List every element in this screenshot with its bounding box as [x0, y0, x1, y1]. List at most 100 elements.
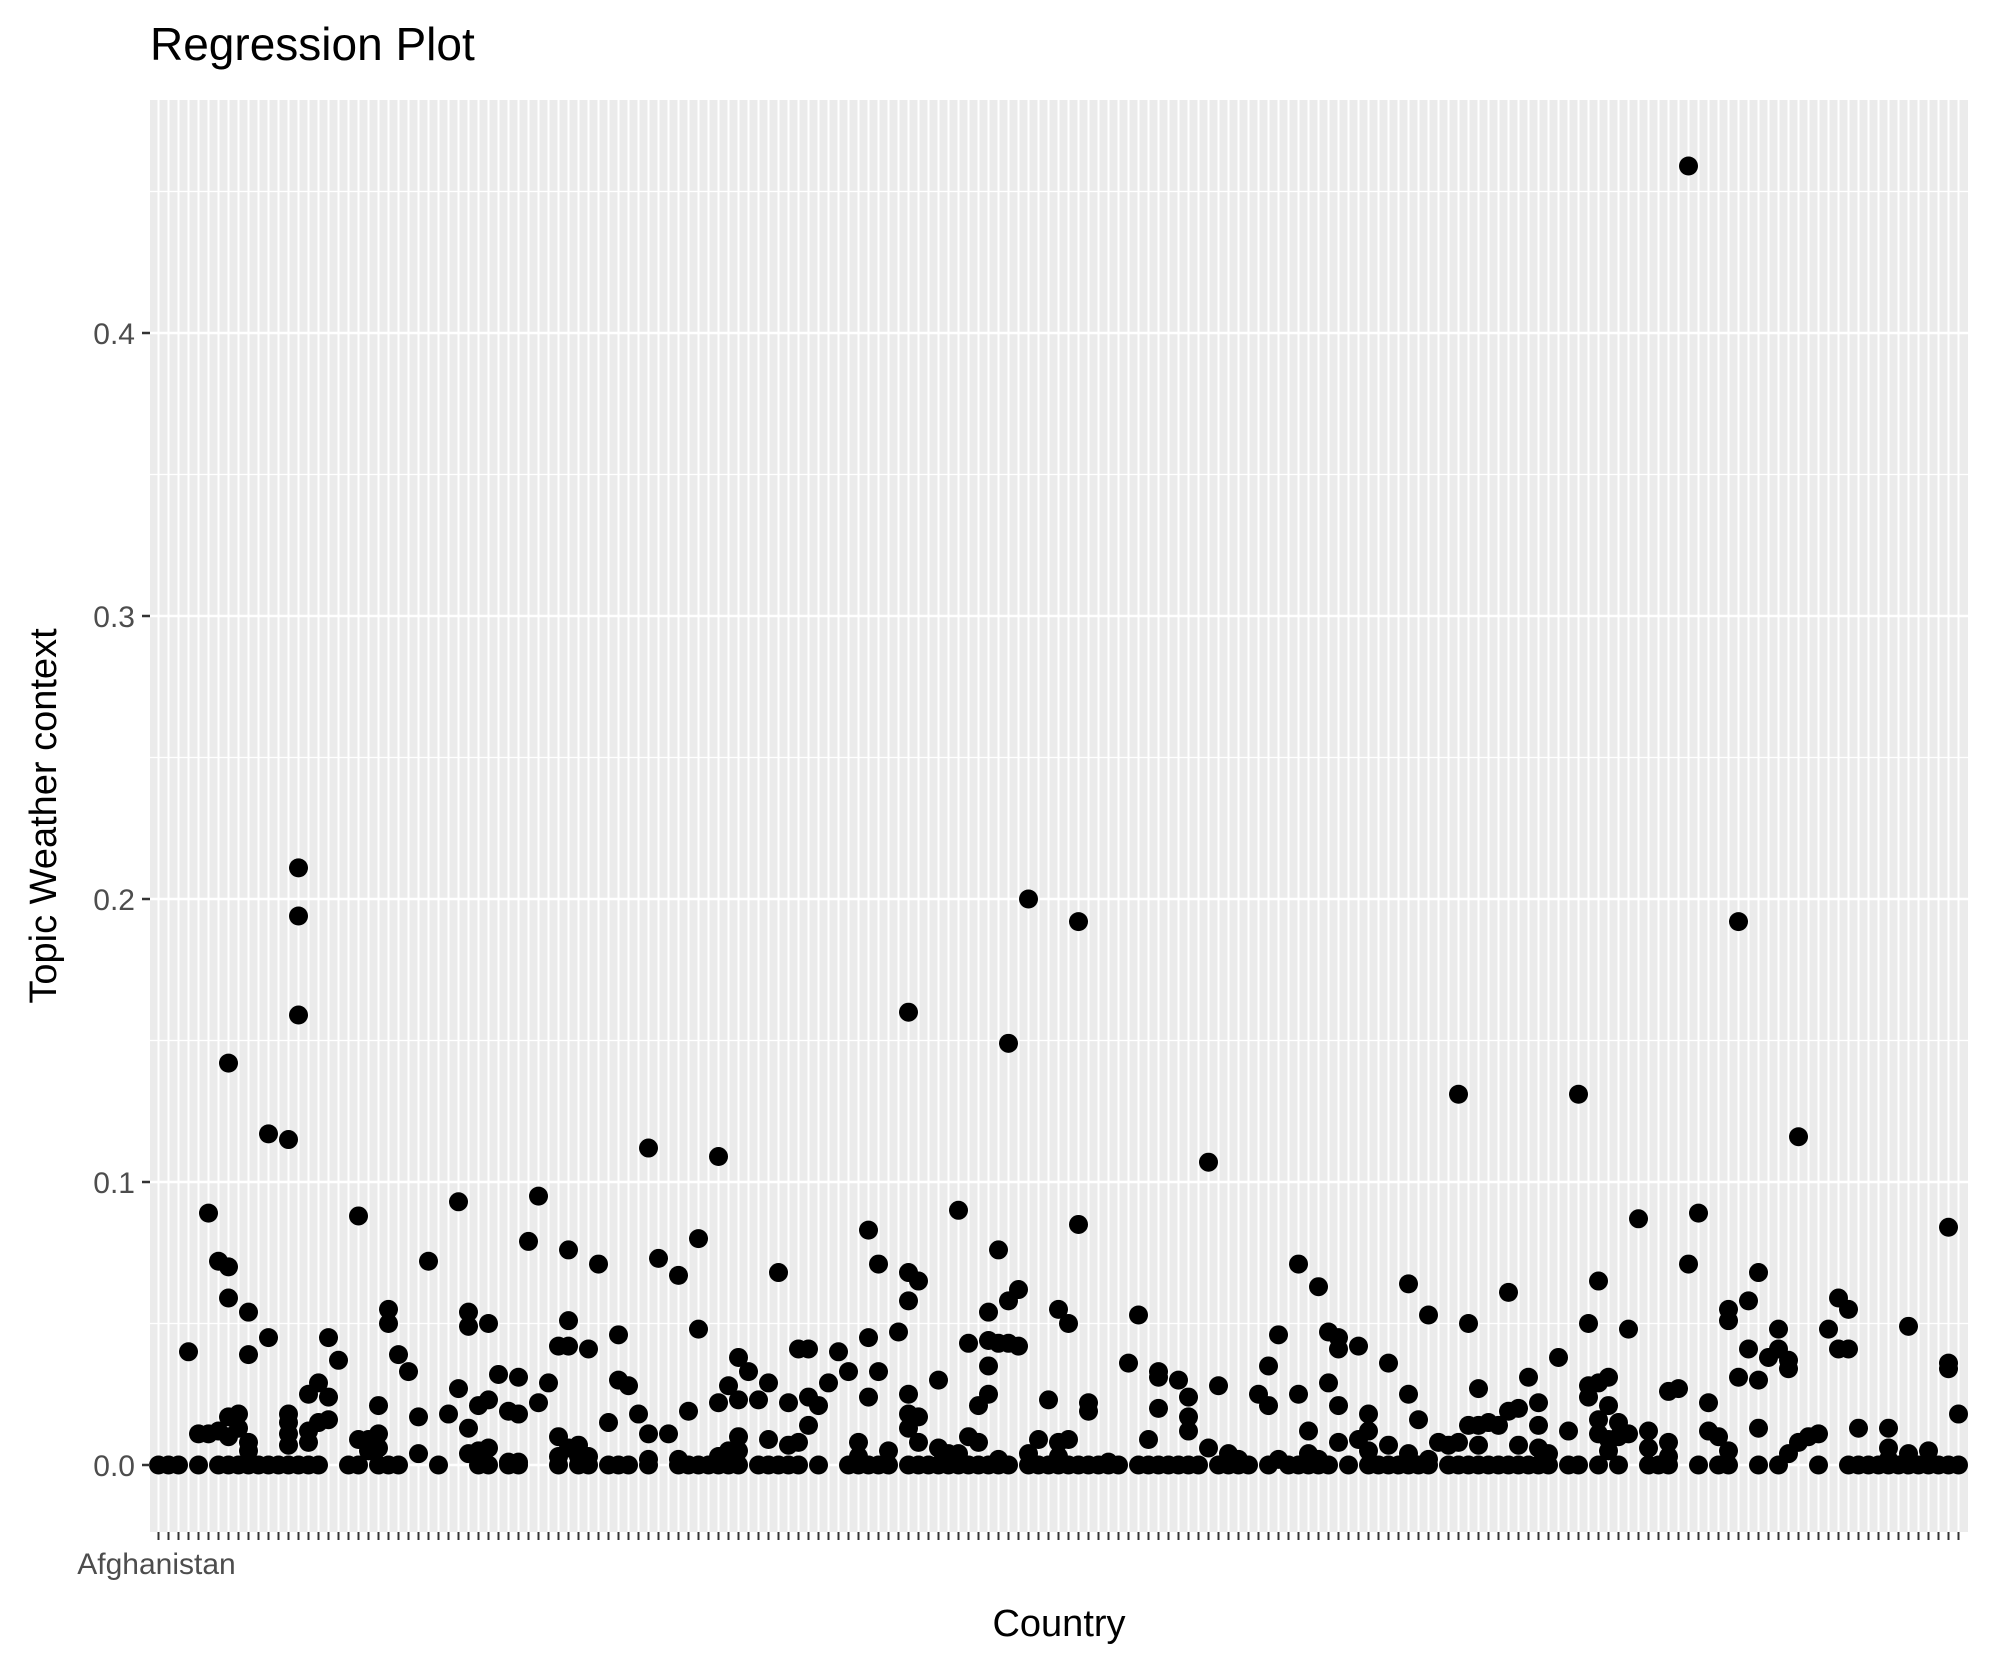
data-point: [439, 1404, 458, 1424]
data-point: [979, 1384, 998, 1404]
data-point: [1059, 1314, 1078, 1333]
data-point: [579, 1339, 598, 1359]
data-point: [1299, 1421, 1318, 1441]
data-point: [489, 1364, 508, 1384]
data-point: [909, 1271, 928, 1291]
data-point: [349, 1455, 368, 1475]
data-point: [1309, 1277, 1328, 1297]
data-point: [1729, 1367, 1748, 1387]
data-point: [1269, 1325, 1288, 1345]
data-point: [549, 1455, 568, 1475]
data-point: [1549, 1347, 1568, 1367]
data-point: [1639, 1421, 1658, 1441]
data-point: [1569, 1084, 1588, 1104]
data-point: [479, 1438, 498, 1458]
data-point: [1739, 1339, 1758, 1359]
data-point: [799, 1415, 818, 1435]
data-point: [429, 1455, 448, 1475]
data-point: [399, 1362, 418, 1382]
data-point: [1589, 1271, 1608, 1291]
data-point: [1009, 1280, 1028, 1300]
data-point: [389, 1345, 408, 1365]
data-point: [389, 1455, 408, 1475]
y-tick-label: 0.0: [93, 1450, 135, 1483]
data-point: [1599, 1396, 1618, 1416]
data-point: [479, 1390, 498, 1410]
data-point: [729, 1441, 748, 1461]
data-point: [789, 1455, 808, 1475]
data-point: [1409, 1410, 1428, 1430]
data-point: [1879, 1418, 1898, 1438]
data-point: [1709, 1427, 1728, 1447]
data-point: [729, 1455, 748, 1475]
y-tick-label: 0.3: [93, 601, 135, 634]
data-point: [1489, 1415, 1508, 1435]
data-point: [1589, 1455, 1608, 1475]
x-axis: Afghanistan: [77, 1532, 1960, 1581]
data-point: [1379, 1353, 1398, 1373]
data-point: [229, 1418, 248, 1438]
data-point: [819, 1373, 838, 1393]
data-point: [1129, 1305, 1148, 1325]
data-point: [1629, 1209, 1648, 1229]
major-gridlines: [150, 100, 1968, 1532]
data-point: [559, 1336, 578, 1356]
data-point: [599, 1413, 618, 1433]
data-point: [1599, 1441, 1618, 1461]
data-point: [679, 1401, 698, 1421]
data-point: [899, 1384, 918, 1404]
data-point: [1379, 1435, 1398, 1455]
data-point: [1019, 889, 1038, 909]
x-axis-title: Country: [992, 1603, 1125, 1645]
data-point: [619, 1455, 638, 1475]
data-point: [989, 1240, 1008, 1260]
data-point: [449, 1192, 468, 1212]
data-point: [459, 1316, 478, 1336]
data-point: [199, 1203, 218, 1223]
data-point: [229, 1404, 248, 1424]
data-point: [1579, 1314, 1598, 1333]
data-point: [1449, 1084, 1468, 1104]
data-point: [379, 1299, 398, 1319]
data-point: [1719, 1311, 1738, 1331]
data-point: [959, 1333, 978, 1353]
data-point: [219, 1257, 238, 1277]
data-point: [709, 1393, 728, 1413]
data-point: [949, 1200, 968, 1220]
data-point: [1359, 1421, 1378, 1441]
data-point: [1609, 1455, 1628, 1475]
data-point: [789, 1432, 808, 1452]
data-point: [1039, 1390, 1058, 1410]
data-point: [289, 1005, 308, 1025]
data-point: [1659, 1455, 1678, 1475]
x-tick-label: Afghanistan: [77, 1548, 235, 1581]
data-point: [859, 1387, 878, 1407]
data-point: [1449, 1432, 1468, 1452]
data-point: [1839, 1299, 1858, 1319]
data-point: [1669, 1379, 1688, 1399]
data-point: [669, 1265, 688, 1285]
data-point: [809, 1396, 828, 1416]
data-point: [1619, 1319, 1638, 1339]
data-point: [1179, 1421, 1198, 1441]
data-point: [1169, 1370, 1188, 1390]
data-point: [1949, 1455, 1968, 1475]
data-point: [639, 1424, 658, 1444]
data-point: [559, 1240, 578, 1260]
data-point: [1899, 1316, 1918, 1336]
data-point: [1149, 1367, 1168, 1387]
data-point: [1339, 1455, 1358, 1475]
data-point: [1069, 1214, 1088, 1234]
data-point: [1939, 1217, 1958, 1237]
data-point: [909, 1432, 928, 1452]
data-point: [1419, 1455, 1438, 1475]
data-point: [1399, 1384, 1418, 1404]
data-point: [1569, 1455, 1588, 1475]
data-point: [889, 1322, 908, 1342]
data-point: [859, 1328, 878, 1348]
data-point: [1639, 1438, 1658, 1458]
data-point: [639, 1138, 658, 1158]
data-point: [539, 1373, 558, 1393]
data-point: [729, 1427, 748, 1447]
